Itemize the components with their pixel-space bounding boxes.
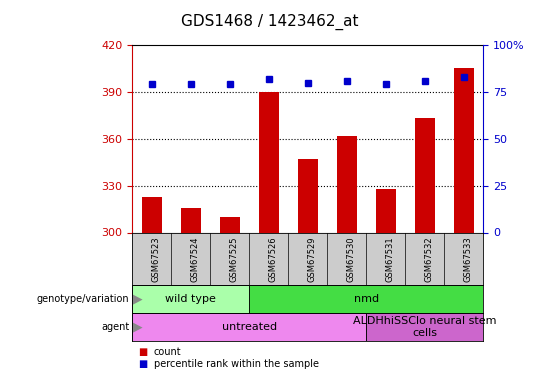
- Bar: [298, 159, 318, 232]
- Text: percentile rank within the sample: percentile rank within the sample: [154, 359, 319, 369]
- Text: untreated: untreated: [222, 322, 277, 332]
- Text: nmd: nmd: [354, 294, 379, 304]
- Text: count: count: [154, 347, 181, 357]
- Bar: [454, 68, 474, 232]
- Bar: [259, 92, 279, 232]
- Text: GSM67533: GSM67533: [464, 237, 473, 282]
- Bar: [415, 118, 435, 232]
- Bar: [220, 217, 240, 232]
- Bar: [181, 207, 200, 232]
- Text: GSM67531: GSM67531: [386, 237, 395, 282]
- Bar: [376, 189, 395, 232]
- Text: GSM67532: GSM67532: [425, 237, 434, 282]
- Text: GSM67525: GSM67525: [230, 237, 239, 282]
- Bar: [132, 285, 249, 313]
- Text: agent: agent: [102, 322, 130, 332]
- Text: GSM67529: GSM67529: [308, 237, 317, 282]
- Bar: [132, 313, 366, 341]
- Bar: [366, 313, 483, 341]
- Text: ▶: ▶: [133, 292, 143, 306]
- Bar: [337, 136, 356, 232]
- Text: GSM67523: GSM67523: [152, 237, 161, 282]
- Text: wild type: wild type: [165, 294, 216, 304]
- Text: genotype/variation: genotype/variation: [37, 294, 130, 304]
- Text: GSM67526: GSM67526: [269, 237, 278, 282]
- Text: GSM67530: GSM67530: [347, 237, 356, 282]
- Text: ▶: ▶: [133, 321, 143, 334]
- Text: ALDHhiSSClo neural stem
cells: ALDHhiSSClo neural stem cells: [353, 316, 497, 338]
- Text: GSM67524: GSM67524: [191, 237, 200, 282]
- Bar: [249, 285, 483, 313]
- Text: GDS1468 / 1423462_at: GDS1468 / 1423462_at: [181, 14, 359, 30]
- Bar: [142, 196, 161, 232]
- Text: ■: ■: [138, 359, 147, 369]
- Text: ■: ■: [138, 347, 147, 357]
